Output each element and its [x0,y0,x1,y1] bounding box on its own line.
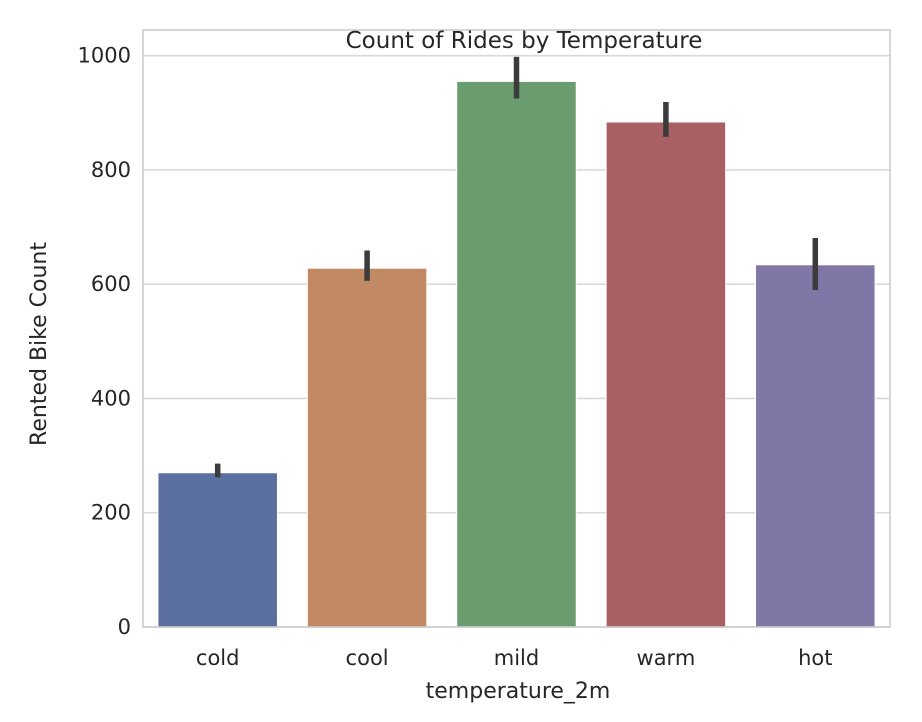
bars [157,80,876,628]
y-tick-label: 800 [91,158,131,182]
x-tick-label-cold: cold [196,646,240,670]
x-axis-label: temperature_2m [426,679,611,704]
bar-hot [755,264,876,628]
y-axis-label: Rented Bike Count [27,242,52,446]
y-tick-label: 200 [91,501,131,525]
error-bars [214,56,819,478]
plot-frame [142,29,891,628]
bar-cool [306,267,428,628]
x-tick-label-warm: warm [637,646,696,670]
chart-title: Count of Rides by Temperature [346,28,703,54]
bar-cold [157,472,278,628]
y-tick-label: 600 [91,272,131,296]
y-tick-label: 1000 [78,44,131,68]
bar-mild [456,80,577,628]
x-ticks: cold cool mild warm hot [196,646,833,670]
y-tick-label: 0 [118,615,131,639]
x-tick-label-mild: mild [494,646,539,670]
y-ticks: 0 200 400 600 800 1000 [78,44,131,639]
x-tick-label-hot: hot [798,646,832,670]
y-tick-label: 400 [91,386,131,410]
bar-warm [605,121,727,628]
x-tick-label-cool: cool [346,646,389,670]
